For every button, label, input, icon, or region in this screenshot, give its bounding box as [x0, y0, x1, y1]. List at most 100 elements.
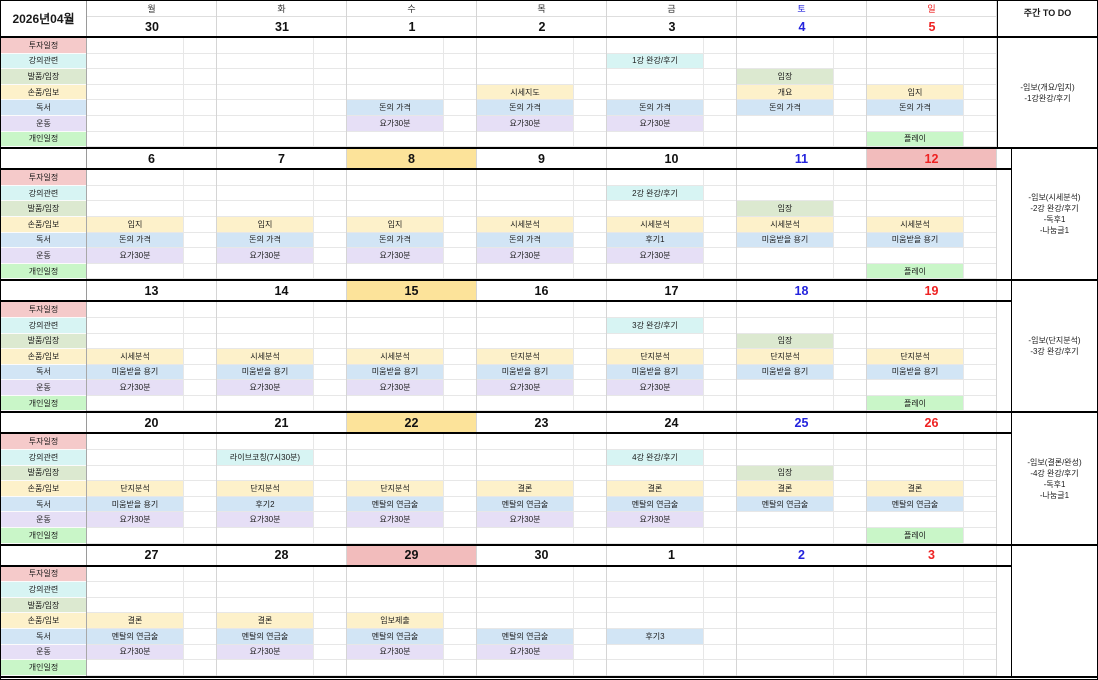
event-cell[interactable]: 결론 — [217, 613, 314, 628]
date-cell[interactable]: 23 — [477, 413, 607, 433]
date-cell[interactable]: 28 — [217, 545, 347, 565]
event-cell[interactable]: 시세분석 — [867, 216, 964, 232]
event-cell[interactable]: 멘탈의 연금술 — [737, 496, 834, 512]
event-cell[interactable]: 후기3 — [607, 629, 704, 644]
event-cell[interactable]: 후기2 — [217, 496, 314, 512]
date-cell[interactable]: 11 — [737, 149, 867, 169]
event-cell[interactable]: 요가30분 — [217, 512, 314, 528]
event-cell[interactable]: 단지분석 — [347, 481, 444, 496]
event-cell[interactable]: 요가30분 — [217, 248, 314, 263]
weekly-todo-cell[interactable] — [1011, 545, 1097, 676]
date-cell[interactable]: 5 — [928, 19, 936, 34]
event-cell[interactable]: 미움받을 용기 — [867, 232, 964, 248]
date-cell[interactable]: 2 — [538, 19, 546, 34]
event-cell[interactable]: 돈의 가격 — [477, 232, 574, 248]
event-cell[interactable]: 요가30분 — [87, 512, 184, 528]
event-cell[interactable]: 3강 완강/후기 — [607, 317, 704, 333]
event-cell[interactable]: 시세분석 — [87, 349, 184, 364]
event-cell[interactable]: 단지분석 — [477, 349, 574, 364]
date-cell[interactable]: 14 — [217, 281, 347, 301]
weekly-todo-cell[interactable]: -임보(결론/완성) -4강 완강/후기 -독후1 -나눔글1 — [1011, 413, 1097, 544]
event-cell[interactable]: 돈의 가격 — [737, 100, 834, 115]
event-cell[interactable]: 요가30분 — [607, 115, 704, 131]
event-cell[interactable]: 요가30분 — [217, 380, 314, 395]
event-cell[interactable]: 결론 — [477, 481, 574, 496]
event-cell[interactable]: 단지분석 — [607, 349, 704, 364]
event-cell[interactable]: 요가30분 — [217, 644, 314, 660]
date-cell[interactable]: 29 — [347, 545, 477, 565]
event-cell[interactable]: 요가30분 — [477, 512, 574, 528]
event-cell[interactable]: 요가30분 — [347, 380, 444, 395]
event-cell[interactable]: 돈의 가격 — [477, 100, 574, 115]
event-cell[interactable]: 미움받을 용기 — [867, 364, 964, 380]
event-cell[interactable]: 임장 — [737, 333, 834, 349]
weekly-todo-cell[interactable]: -임보(단지분석) -3강 완강/후기 — [1011, 281, 1097, 412]
date-cell[interactable]: 16 — [477, 281, 607, 301]
event-cell[interactable]: 단지분석 — [867, 349, 964, 364]
event-cell[interactable]: 요가30분 — [477, 115, 574, 131]
event-cell[interactable]: 미움받을 용기 — [87, 496, 184, 512]
date-cell[interactable]: 21 — [217, 413, 347, 433]
event-cell[interactable]: 멘탈의 연금술 — [607, 496, 704, 512]
event-cell[interactable]: 요가30분 — [347, 115, 444, 131]
event-cell[interactable]: 시세분석 — [737, 216, 834, 232]
date-cell[interactable]: 7 — [217, 149, 347, 169]
event-cell[interactable]: 요가30분 — [347, 644, 444, 660]
event-cell[interactable]: 단지분석 — [87, 481, 184, 496]
event-cell[interactable]: 요가30분 — [607, 248, 704, 263]
event-cell[interactable]: 시세지도 — [477, 84, 574, 100]
event-cell[interactable]: 미움받을 용기 — [737, 364, 834, 380]
event-cell[interactable]: 미움받을 용기 — [607, 364, 704, 380]
date-cell[interactable]: 1 — [607, 545, 737, 565]
event-cell[interactable]: 입지 — [867, 84, 964, 100]
date-cell[interactable]: 18 — [737, 281, 867, 301]
date-cell[interactable]: 22 — [347, 413, 477, 433]
event-cell[interactable]: 요가30분 — [607, 512, 704, 528]
event-cell[interactable]: 후기1 — [607, 232, 704, 248]
weekly-todo-cell[interactable]: -임보(개요/입지) -1강완강/후기 — [997, 38, 1097, 148]
event-cell[interactable]: 1강 완강/후기 — [607, 53, 704, 69]
date-cell[interactable]: 24 — [607, 413, 737, 433]
date-cell[interactable]: 30 — [145, 19, 159, 34]
event-cell[interactable]: 입지 — [347, 216, 444, 232]
date-cell[interactable]: 27 — [87, 545, 217, 565]
event-cell[interactable]: 요가30분 — [347, 248, 444, 263]
event-cell[interactable]: 요가30분 — [87, 380, 184, 395]
weekly-todo-cell[interactable]: -임보(시세분석) -2강 완강/후기 -독후1 -나눔글1 — [1011, 149, 1097, 280]
event-cell[interactable]: 임보제출 — [347, 613, 444, 628]
date-cell[interactable]: 17 — [607, 281, 737, 301]
event-cell[interactable]: 멘탈의 연금술 — [477, 629, 574, 644]
date-cell[interactable]: 4 — [798, 19, 806, 34]
date-cell[interactable]: 13 — [87, 281, 217, 301]
event-cell[interactable]: 요가30분 — [87, 248, 184, 263]
event-cell[interactable]: 돈의 가격 — [607, 100, 704, 115]
date-cell[interactable]: 12 — [867, 149, 997, 169]
event-cell[interactable]: 돈의 가격 — [347, 100, 444, 115]
date-cell[interactable]: 1 — [408, 19, 416, 34]
event-cell[interactable]: 요가30분 — [607, 380, 704, 395]
event-cell[interactable]: 시세분석 — [217, 349, 314, 364]
date-cell[interactable]: 2 — [737, 545, 867, 565]
event-cell[interactable]: 멘탈의 연금술 — [867, 496, 964, 512]
date-cell[interactable]: 25 — [737, 413, 867, 433]
event-cell[interactable]: 결론 — [87, 613, 184, 628]
date-cell[interactable]: 8 — [347, 149, 477, 169]
event-cell[interactable]: 미움받을 용기 — [477, 364, 574, 380]
date-cell[interactable]: 20 — [87, 413, 217, 433]
date-cell[interactable]: 3 — [668, 19, 676, 34]
event-cell[interactable]: 시세분석 — [607, 216, 704, 232]
event-cell[interactable]: 미움받을 용기 — [737, 232, 834, 248]
event-cell[interactable]: 멘탈의 연금술 — [477, 496, 574, 512]
event-cell[interactable]: 미움받을 용기 — [87, 364, 184, 380]
event-cell[interactable]: 임장 — [737, 201, 834, 216]
event-cell[interactable]: 요가30분 — [477, 380, 574, 395]
event-cell[interactable]: 돈의 가격 — [217, 232, 314, 248]
event-cell[interactable]: 멘탈의 연금술 — [217, 629, 314, 644]
event-cell[interactable]: 개요 — [737, 84, 834, 100]
event-cell[interactable]: 요가30분 — [87, 644, 184, 660]
date-cell[interactable]: 6 — [87, 149, 217, 169]
event-cell[interactable]: 미움받을 용기 — [347, 364, 444, 380]
date-cell[interactable]: 31 — [275, 19, 289, 34]
event-cell[interactable]: 시세분석 — [347, 349, 444, 364]
event-cell[interactable]: 4강 완강/후기 — [607, 450, 704, 465]
